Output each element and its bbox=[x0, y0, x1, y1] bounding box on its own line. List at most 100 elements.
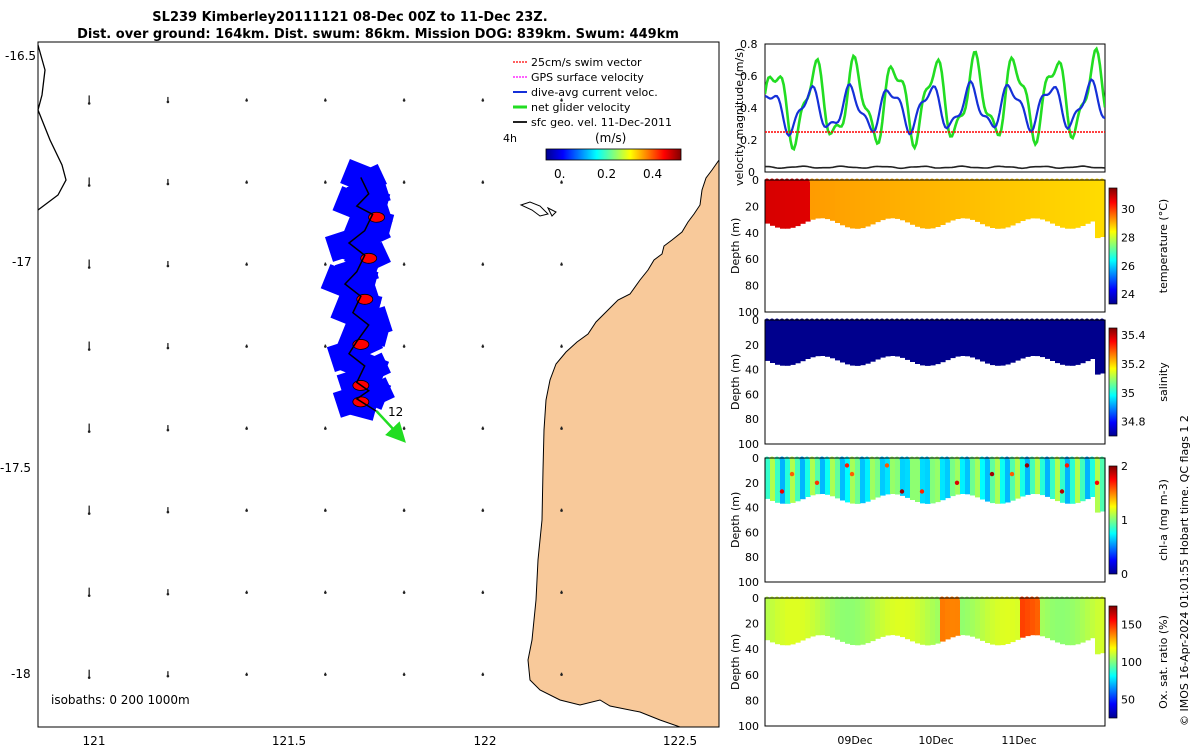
chla-cell bbox=[960, 458, 966, 494]
chla-sample bbox=[929, 456, 935, 462]
chla-cell bbox=[790, 458, 796, 503]
chla-sample bbox=[814, 456, 820, 462]
oxygen-sample bbox=[1024, 596, 1030, 602]
chla-cell bbox=[990, 458, 996, 504]
oxygen-sample bbox=[784, 596, 790, 602]
chla-sample bbox=[984, 456, 990, 462]
oxygen-sample bbox=[849, 596, 855, 602]
geo-arrow-head bbox=[87, 348, 91, 351]
geo-arrow-head bbox=[481, 263, 485, 266]
temperature-cell bbox=[1060, 180, 1066, 228]
salinity-cell bbox=[1050, 320, 1056, 361]
salinity-ylabel: Depth (m) bbox=[729, 354, 742, 410]
salinity-sample bbox=[839, 318, 845, 324]
chla-cell bbox=[875, 458, 881, 498]
vel-ytick-0: 0 bbox=[748, 166, 755, 179]
map-panel: -16.5 -17 -17.5 -18 121 121.5 122 122.5 … bbox=[0, 41, 720, 748]
temperature-sample bbox=[859, 178, 865, 184]
chla-cell bbox=[1015, 458, 1021, 499]
oxygen-sample bbox=[774, 596, 780, 602]
temperature-sample bbox=[994, 178, 1000, 184]
oxygen-sample bbox=[1094, 596, 1100, 602]
map-xtick-4: 122.5 bbox=[663, 734, 697, 748]
oxygen-cell bbox=[810, 598, 816, 637]
oxygen-cbar-tick: 150 bbox=[1121, 619, 1142, 632]
oxygen-colorbar bbox=[1108, 605, 1118, 719]
temperature-sample bbox=[1044, 178, 1050, 184]
salinity-cell bbox=[800, 320, 806, 362]
salinity-ytick: 100 bbox=[738, 438, 759, 451]
geo-arrow-head bbox=[87, 512, 91, 515]
map-xtick-1: 121 bbox=[83, 734, 106, 748]
geo-arrow-head bbox=[245, 345, 248, 348]
chla-cell bbox=[825, 458, 831, 495]
oxygen-cell bbox=[1070, 598, 1076, 646]
chla-sample bbox=[1084, 456, 1090, 462]
temperature-sample bbox=[819, 178, 825, 184]
oxygen-cell bbox=[775, 598, 781, 645]
geo-arrow-head bbox=[166, 674, 170, 678]
chla-sample bbox=[919, 489, 925, 494]
salinity-sample bbox=[889, 318, 895, 324]
salinity-cell bbox=[1010, 320, 1016, 363]
chla-cell bbox=[930, 458, 936, 504]
temperature-sample bbox=[769, 178, 775, 184]
oxygen-sample bbox=[1009, 596, 1015, 602]
chla-sample bbox=[944, 456, 950, 462]
chla-sample bbox=[824, 456, 830, 462]
salinity-sample bbox=[849, 318, 855, 324]
salinity-sample bbox=[1099, 318, 1105, 324]
temperature-sample bbox=[784, 178, 790, 184]
dive-patch bbox=[354, 352, 391, 386]
salinity-sample bbox=[829, 318, 835, 324]
salinity-sample bbox=[919, 318, 925, 324]
oxygen-sample bbox=[934, 596, 940, 602]
chla-cell bbox=[1035, 458, 1041, 495]
chla-sample bbox=[1004, 456, 1010, 462]
salinity-sample bbox=[984, 318, 990, 324]
salinity-sample bbox=[809, 318, 815, 324]
temperature-cell bbox=[960, 180, 966, 219]
salinity-cell bbox=[860, 320, 866, 366]
temperature-ytick: 0 bbox=[752, 174, 759, 187]
oxygen-sample bbox=[939, 596, 945, 602]
temperature-panel: 0 20 40 60 80 100 Depth (m) 24 26 28 30 temperature… bbox=[729, 174, 1170, 319]
chla-cell bbox=[980, 458, 986, 500]
salinity-sample bbox=[864, 318, 870, 324]
salinity-sample bbox=[1074, 318, 1080, 324]
legend-dive: dive-avg current veloc. bbox=[531, 86, 658, 99]
oxygen-cell bbox=[1025, 598, 1031, 637]
oxygen-sample bbox=[779, 596, 785, 602]
salinity-cell bbox=[900, 320, 906, 358]
salinity-cell bbox=[955, 320, 961, 357]
chla-sample bbox=[1064, 456, 1070, 462]
oxygen-cell bbox=[815, 598, 821, 636]
chla-sample bbox=[954, 480, 960, 485]
temperature-cell bbox=[1000, 180, 1006, 229]
salinity-cell bbox=[815, 320, 821, 357]
chla-cell bbox=[780, 458, 786, 504]
salinity-cell bbox=[1025, 320, 1031, 357]
temperature-sample bbox=[929, 178, 935, 184]
oxygen-cell bbox=[985, 598, 991, 643]
legend-sfc: sfc geo. vel. 11-Dec-2011 bbox=[531, 116, 672, 129]
salinity-sample bbox=[989, 318, 995, 324]
temperature-sample bbox=[869, 178, 875, 184]
temperature-sample bbox=[939, 178, 945, 184]
geo-arrow-head bbox=[166, 592, 170, 596]
chla-sample bbox=[784, 456, 790, 462]
chla-sample bbox=[794, 456, 800, 462]
oxygen-sample bbox=[944, 596, 950, 602]
chla-sample bbox=[989, 456, 995, 462]
oxygen-cell bbox=[930, 598, 936, 645]
temperature-sample bbox=[944, 178, 950, 184]
temperature-cell bbox=[870, 180, 876, 225]
salinity-sample bbox=[1069, 318, 1075, 324]
temperature-sample bbox=[1034, 178, 1040, 184]
vel-ytick-4: 0.8 bbox=[740, 38, 758, 51]
isobaths-label: isobaths: 0 200 1000m bbox=[51, 693, 190, 707]
salinity-sample bbox=[869, 318, 875, 324]
chla-sample bbox=[1029, 456, 1035, 462]
chla-cell bbox=[850, 458, 856, 504]
chla-cell bbox=[880, 458, 886, 496]
